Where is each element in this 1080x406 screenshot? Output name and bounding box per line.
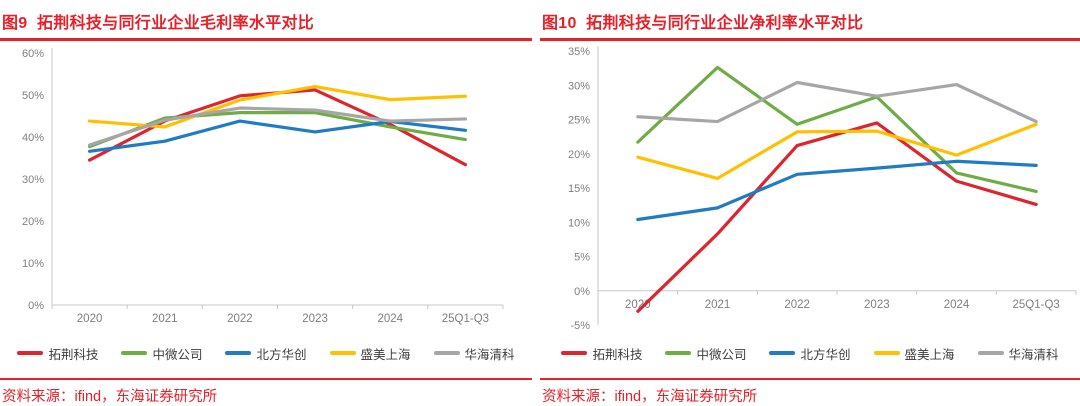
x-tick-label: 2021 [152,313,178,325]
legend-swatch-icon [329,351,356,355]
series-line-3 [636,122,1038,181]
legend-swatch-icon [873,351,900,355]
legend-swatch-icon [433,351,460,355]
legend-label: 拓荆科技 [48,347,99,362]
series-line-0 [636,121,1038,313]
x-tick-label: 2023 [864,299,890,311]
legend-swatch-icon [769,351,796,355]
y-tick-label: -5% [570,320,590,332]
legend-label: 北方华创 [256,347,307,362]
panel-gross-margin-chart: 图9 拓荆科技与同行业企业毛利率水平对比 0% 10% 20% 30% 40% 50% 60… [0,0,532,405]
legend-label: 盛美上海 [904,347,955,362]
legend-item: 盛美上海 [873,344,955,363]
y-tick-label: 15% [568,183,590,195]
y-tick-label: 0% [28,300,44,312]
series-line-2 [636,159,1038,222]
x-tick-label: 2024 [944,299,970,311]
legend-item: 北方华创 [225,344,307,363]
legend-item: 中微公司 [121,344,202,363]
y-tick-label: 25% [568,115,590,127]
legend-item: 拓荆科技 [561,344,642,363]
x-tick-label: 2023 [302,313,328,325]
y-tick-label: 10% [568,217,590,229]
legend-item: 中微公司 [665,344,746,363]
legend-swatch-icon [977,351,1004,355]
y-tick-label: 0% [574,286,590,298]
x-tick-label: 2024 [377,313,403,325]
legend-swatch-icon [17,351,44,355]
x-tick-label: 25Q1-Q3 [1013,299,1060,311]
source-note: 资料来源：ifind，东海证券研究所 [0,378,532,406]
y-tick-label: 20% [568,149,590,161]
y-tick-label: 10% [22,258,44,270]
y-tick-label: 60% [22,48,44,60]
x-tick-label: 2022 [227,313,253,325]
x-tick-label: 2021 [705,299,731,311]
series-line-1 [636,65,1038,194]
y-tick-label: 30% [568,80,590,92]
net-margin-line-chart: -5% 0% 5% 10% 15% 20% 25% 30% 35% 2020 2021 2022 202… [568,46,1077,332]
panel-net-margin-chart: 图10 拓荆科技与同行业企业净利率水平对比 -5% 0% 5% 10% 15% 20% 25… [540,0,1080,405]
y-tick-label: 50% [22,90,44,102]
x-tick-label: 2020 [77,313,103,325]
series-line-4 [636,80,1038,124]
y-tick-label: 5% [574,252,590,264]
legend-item: 华海清科 [433,344,515,363]
legend-swatch-icon [665,351,692,355]
y-tick-label: 20% [22,216,44,228]
x-tick-label: 2020 [625,299,651,311]
source-note: 资料来源：ifind，东海证券研究所 [540,378,1080,406]
x-tick-label: 2022 [784,299,810,311]
legend-item: 北方华创 [769,344,851,363]
legend-swatch-icon [561,351,588,355]
chart-title-net-margin: 图10 拓荆科技与同行业企业净利率水平对比 [540,0,1080,41]
legend-label: 盛美上海 [360,347,411,362]
legend-swatch-icon [225,351,252,355]
y-tick-label: 35% [568,46,590,58]
legend-label: 华海清科 [464,347,515,362]
series-line-2 [87,119,468,153]
legend-item: 盛美上海 [329,344,411,363]
legend-item: 拓荆科技 [17,344,98,363]
legend-label: 中微公司 [696,347,747,362]
y-tick-label: 30% [22,174,44,186]
legend-swatch-icon [121,351,148,355]
legend-label: 拓荆科技 [592,347,643,362]
legend-label: 华海清科 [1008,347,1059,362]
y-tick-label: 40% [22,132,44,144]
legend-item: 华海清科 [977,344,1059,363]
legend-label: 北方华创 [800,347,851,362]
legend-gross-margin: 拓荆科技 中微公司 北方华创 盛美上海 华海清科 [0,336,532,370]
series-line-4 [87,106,468,147]
gross-margin-line-chart: 0% 10% 20% 30% 40% 50% 60% 2020 2021 2022 2023 2024… [22,48,504,325]
legend-label: 中微公司 [152,347,203,362]
legend-net-margin: 拓荆科技 中微公司 北方华创 盛美上海 华海清科 [540,336,1080,370]
x-tick-label: 25Q1-Q3 [442,313,489,325]
chart-title-gross-margin: 图9 拓荆科技与同行业企业毛利率水平对比 [0,0,532,41]
